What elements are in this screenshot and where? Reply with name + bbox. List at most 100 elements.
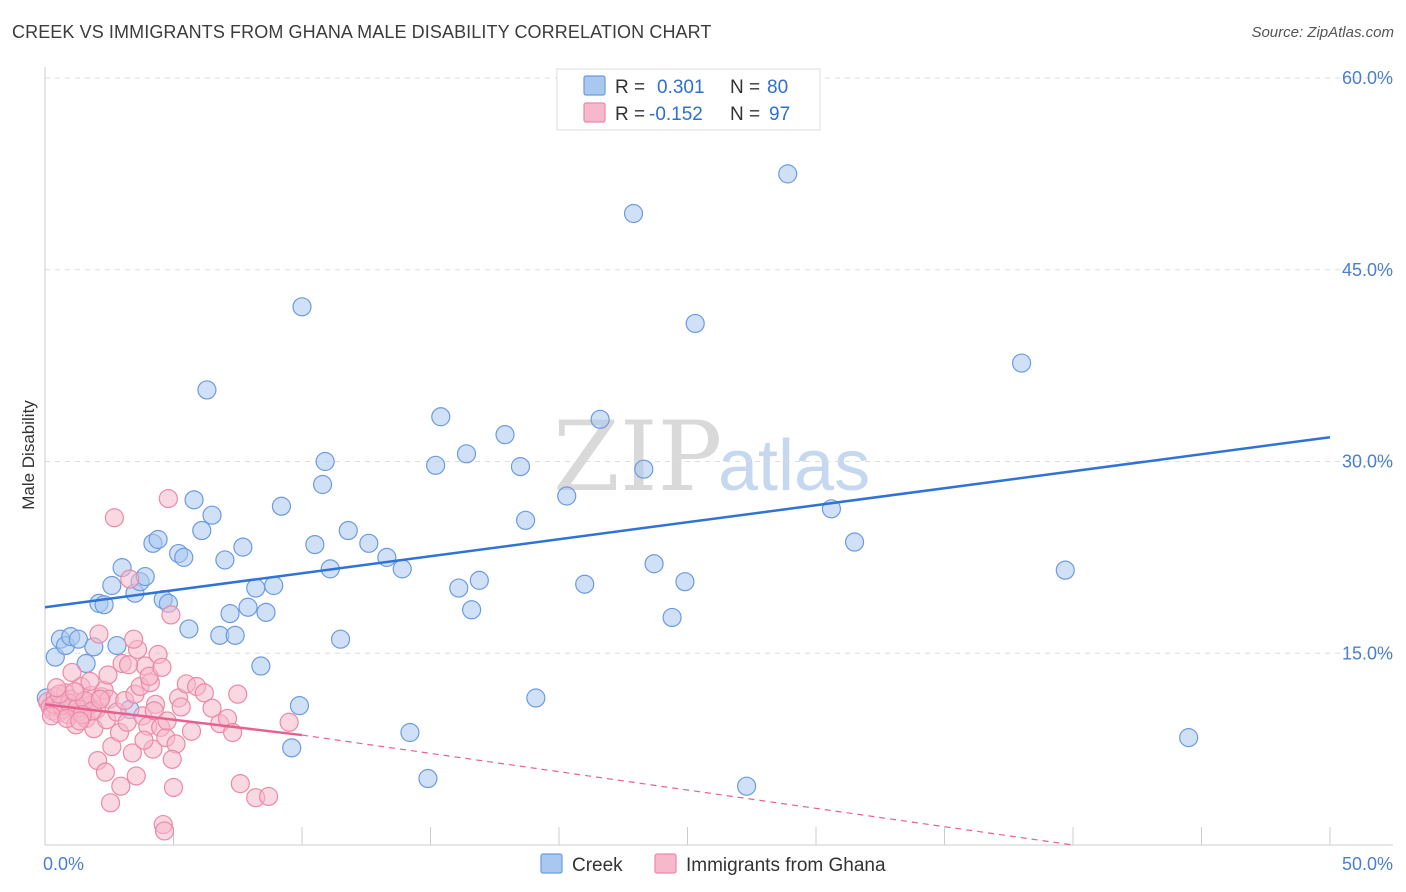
creek-point-52: [426, 455, 446, 475]
creek-point-32: [238, 597, 258, 617]
creek-point-72: [778, 164, 798, 184]
ghana-point-65: [279, 712, 299, 732]
creek-point-30: [225, 625, 245, 645]
watermark-atlas: atlas: [718, 426, 870, 506]
ghana-point-82: [111, 776, 131, 796]
legend-r-label-creek: R =: [615, 77, 645, 98]
ghana-point-32: [120, 569, 140, 589]
ghana-point-49: [163, 777, 184, 798]
ghana-point-20: [89, 624, 109, 644]
creek-point-25: [197, 380, 217, 400]
creek-point-36: [264, 575, 284, 596]
ghana-point-47: [158, 488, 178, 509]
creek-point-71: [737, 776, 757, 796]
creek-point-76: [1055, 560, 1075, 580]
ghana-trend-line: [44, 703, 303, 737]
creek-point-33: [246, 578, 266, 598]
creek-point-45: [330, 629, 351, 649]
ghana-point-87: [144, 701, 164, 721]
ghana-point-80: [95, 762, 115, 782]
ghana-point-48: [161, 605, 181, 625]
creek-point-39: [289, 696, 310, 716]
series-legend: Creek Immigrants from Ghana: [540, 853, 886, 876]
ghana-point-96: [124, 629, 144, 649]
tick-labels: 15.0% 30.0% 45.0% 60.0% 0.0% 50.0%: [43, 68, 1393, 874]
creek-point-26: [202, 505, 222, 525]
stats-legend: R = 0.301 N = 80 R = -0.152 N = 97: [556, 68, 821, 131]
legend-swatch-creek: [583, 75, 606, 96]
ghana-point-64: [258, 786, 279, 807]
legend-swatch-ghana: [583, 102, 606, 123]
creek-point-70: [685, 313, 705, 334]
ghana-point-33: [122, 743, 142, 763]
creek-point-60: [515, 510, 536, 530]
ghana-point-61: [228, 684, 248, 704]
y-tick-label-2: 45.0%: [1342, 260, 1393, 280]
ghana-point-78: [80, 671, 100, 691]
creek-point-75: [1011, 353, 1032, 373]
creek-trend-line: [44, 435, 1331, 609]
creek-point-74: [844, 532, 865, 552]
creek-point-77: [1179, 728, 1199, 748]
legend-n-label-ghana: N =: [730, 104, 760, 125]
creek-point-42: [312, 474, 333, 495]
ghana-point-56: [194, 683, 214, 703]
creek-point-61: [526, 688, 546, 708]
ghana-trend-extension: [301, 734, 1074, 846]
legend-r-value-creek: 0.301: [657, 77, 705, 98]
legend-n-value-creek: 80: [767, 77, 788, 98]
ghana-point-54: [181, 721, 202, 741]
ghana-point-57: [202, 698, 222, 718]
x-tick-label-1: 50.0%: [1342, 854, 1393, 874]
creek-point-41: [305, 534, 325, 555]
ghana-point-94: [70, 711, 90, 731]
y-axis-label: Male Disability: [19, 400, 38, 510]
creek-point-28: [215, 550, 235, 570]
ghana-point-76: [64, 681, 85, 702]
bottom-legend-swatch-creek: [540, 853, 563, 874]
creek-point-5: [76, 653, 96, 674]
creek-point-67: [644, 554, 664, 574]
legend-n-value-ghana: 97: [769, 104, 790, 125]
source-label: Source: ZipAtlas.com: [1251, 24, 1394, 41]
ghana-point-72: [90, 689, 110, 709]
y-tick-label-3: 60.0%: [1342, 68, 1393, 88]
creek-point-38: [282, 738, 302, 758]
creek-point-10: [107, 635, 127, 656]
creek-points: [36, 164, 1199, 796]
creek-point-4: [68, 629, 89, 649]
creek-point-9: [102, 575, 122, 596]
creek-point-34: [251, 656, 271, 676]
creek-point-66: [634, 459, 654, 479]
creek-point-17: [148, 529, 168, 550]
legend-r-label-ghana: R =: [615, 104, 645, 125]
trend-lines: [44, 435, 1331, 846]
creek-point-57: [469, 570, 489, 590]
creek-point-51: [418, 768, 438, 789]
bottom-legend-label-ghana: Immigrants from Ghana: [686, 855, 886, 876]
y-tick-label-0: 15.0%: [1342, 643, 1393, 663]
ghana-point-84: [126, 766, 146, 786]
ghana-point-81: [100, 793, 121, 813]
creek-point-69: [675, 572, 695, 592]
creek-point-47: [359, 533, 379, 553]
creek-point-63: [575, 574, 595, 594]
creek-point-55: [456, 444, 477, 464]
bottom-legend-label-creek: Creek: [572, 855, 623, 876]
creek-point-53: [431, 407, 451, 427]
creek-point-40: [292, 297, 312, 317]
ghana-point-90: [162, 749, 182, 769]
ghana-point-88: [152, 657, 172, 677]
creek-point-64: [590, 409, 610, 429]
ghana-point-85: [134, 730, 154, 750]
creek-point-29: [220, 604, 240, 624]
creek-point-59: [510, 457, 531, 477]
creek-point-24: [192, 520, 212, 541]
creek-point-46: [338, 520, 358, 541]
creek-point-31: [233, 537, 253, 557]
ghana-point-91: [98, 665, 118, 685]
creek-point-58: [495, 425, 515, 445]
creek-point-49: [392, 559, 412, 579]
ghana-point-83: [118, 655, 139, 675]
